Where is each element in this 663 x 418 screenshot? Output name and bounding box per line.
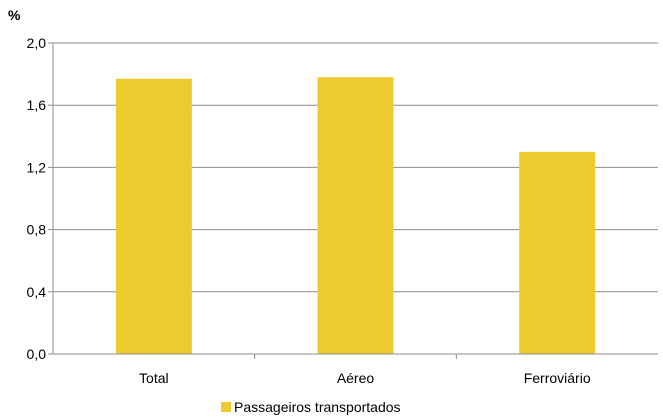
axes	[48, 42, 658, 359]
y-tick-label: 1,6	[27, 97, 47, 113]
y-tick-label: 0,0	[27, 346, 47, 362]
x-tick-label: Ferroviário	[524, 370, 591, 386]
bar	[519, 151, 596, 354]
y-tick-label: 1,2	[27, 159, 47, 175]
bar	[317, 77, 394, 355]
y-tick-label: 0,8	[27, 222, 47, 238]
y-tick-label: 0,4	[27, 284, 47, 300]
y-tick-labels: 0,0 0,4 0,8 1,2 1,6 2,0	[27, 35, 47, 362]
legend: Passageiros transportados	[221, 399, 401, 415]
legend-label: Passageiros transportados	[234, 399, 401, 415]
x-tick-label: Aéreo	[337, 370, 375, 386]
y-tick-label: 2,0	[27, 35, 47, 51]
x-tick-labels: Total Aéreo Ferroviário	[139, 370, 591, 386]
x-tick-label: Total	[139, 370, 169, 386]
bars	[115, 77, 596, 355]
legend-swatch	[221, 402, 231, 412]
y-unit-label: %	[8, 7, 21, 23]
bar	[115, 78, 192, 354]
